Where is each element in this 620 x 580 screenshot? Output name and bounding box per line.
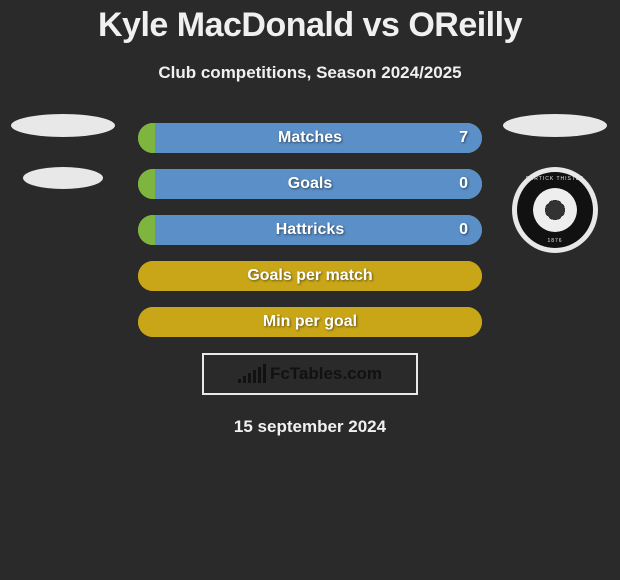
player-marker [23,167,103,189]
attribution-badge: FcTables.com [202,353,418,395]
bar-segment [243,376,246,383]
stat-fill-left [138,123,155,153]
thistle-icon [533,188,577,232]
crest-text-top: PARTICK THISTLE [526,176,584,182]
stat-label: Min per goal [263,313,357,330]
bar-segment [248,373,251,383]
player-marker [11,114,115,137]
stat-label: Matches [278,129,342,146]
attribution-text: FcTables.com [270,364,382,384]
stat-bar: Hattricks 0 [138,215,482,245]
crest-text-bottom: 1876 [547,238,562,244]
page-title: Kyle MacDonald vs OReilly [0,0,620,45]
player-marker [503,114,607,137]
bar-segment [263,364,266,383]
stat-label: Goals [288,175,332,192]
stat-label: Goals per match [247,267,372,284]
stat-fill-left [138,169,155,199]
bars-icon [238,365,266,383]
stats-container: Matches 7 Goals 0 Hattricks 0 Goals per match M… [138,123,482,337]
stat-value-right: 0 [459,169,468,199]
stat-bar: Min per goal [138,307,482,337]
stat-label: Hattricks [276,221,344,238]
stat-fill-left [138,215,155,245]
stat-bar: Goals 0 [138,169,482,199]
stat-value-right: 0 [459,215,468,245]
stat-bar: Matches 7 [138,123,482,153]
date-text: 15 september 2024 [0,417,620,437]
stat-value-right: 7 [459,123,468,153]
bar-segment [238,379,241,383]
subtitle: Club competitions, Season 2024/2025 [0,63,620,83]
bar-segment [253,370,256,383]
stat-bar: Goals per match [138,261,482,291]
bar-segment [258,367,261,383]
club-crest: PARTICK THISTLE 1876 [512,167,598,253]
right-player-column: PARTICK THISTLE 1876 [500,114,610,253]
left-player-column [8,114,118,219]
